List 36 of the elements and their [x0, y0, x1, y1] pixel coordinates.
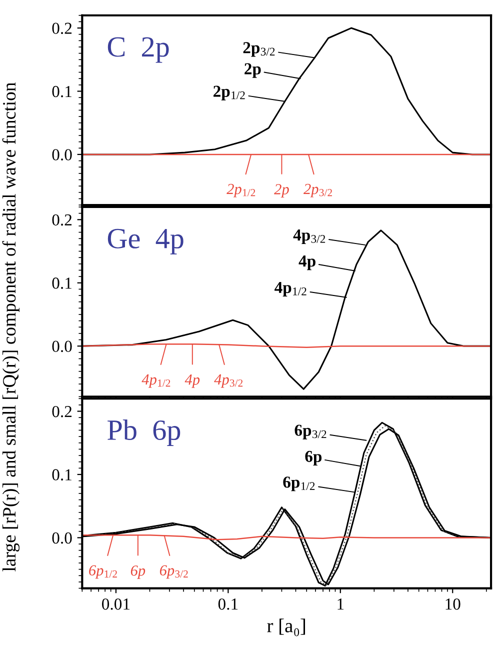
annotation: 2p$_{3/2}$ [304, 184, 332, 198]
annotation: 6p [305, 450, 322, 466]
annotation: 2p [244, 63, 261, 78]
annotation: 6p [130, 565, 146, 579]
annotation: 6p$_{1/2}$ [283, 476, 315, 492]
annotation: 2p$_{1/2}$ [226, 184, 256, 198]
annotation: 6p$_{3/2}$ [160, 565, 188, 579]
x-tick-label: 10 [446, 598, 460, 610]
x-tick-label: 1 [338, 598, 344, 610]
annotation: 4p [184, 374, 200, 388]
y-tick-label: 0.2 [52, 406, 72, 418]
annotation: 6p$_{3/2}$ [294, 424, 326, 440]
y-tick-label: 0.2 [52, 214, 72, 226]
y-tick-label: 0.1 [52, 86, 72, 98]
annotation: 4p$_{1/2}$ [142, 374, 170, 388]
y-tick-label: 0.0 [52, 340, 72, 352]
y-tick-label: 0.1 [52, 278, 72, 289]
x-tick-label: 0.01 [102, 598, 130, 610]
annotation: 6p$_{1/2}$ [89, 565, 117, 579]
annotation: 2p$_{3/2}$ [243, 42, 275, 57]
annotation: 2p [274, 184, 289, 198]
y-tick-label: 0.0 [52, 149, 72, 160]
annotation: 4p$_{1/2}$ [274, 282, 306, 296]
annotation: 4p$_{3/2}$ [293, 229, 326, 244]
text: C 2p [108, 37, 169, 63]
x-tick-label: 0.1 [218, 598, 238, 610]
y-tick-label: 0.0 [52, 532, 72, 544]
annotation: 4p$_{3/2}$ [214, 374, 243, 388]
y-tick-label: 0.1 [52, 469, 72, 480]
y-tick-label: 0.2 [52, 22, 72, 34]
annotation: 2p$_{1/2}$ [214, 86, 245, 100]
text: Ge 4p [108, 228, 184, 254]
y-axis-title: large [rP(r)] and small [rQ(r)] component of radial wave function [2, 82, 20, 572]
x-axis-title: r [a₀] [267, 618, 306, 636]
annotation: 4p [298, 256, 316, 270]
text: Pb 6p [108, 420, 180, 446]
